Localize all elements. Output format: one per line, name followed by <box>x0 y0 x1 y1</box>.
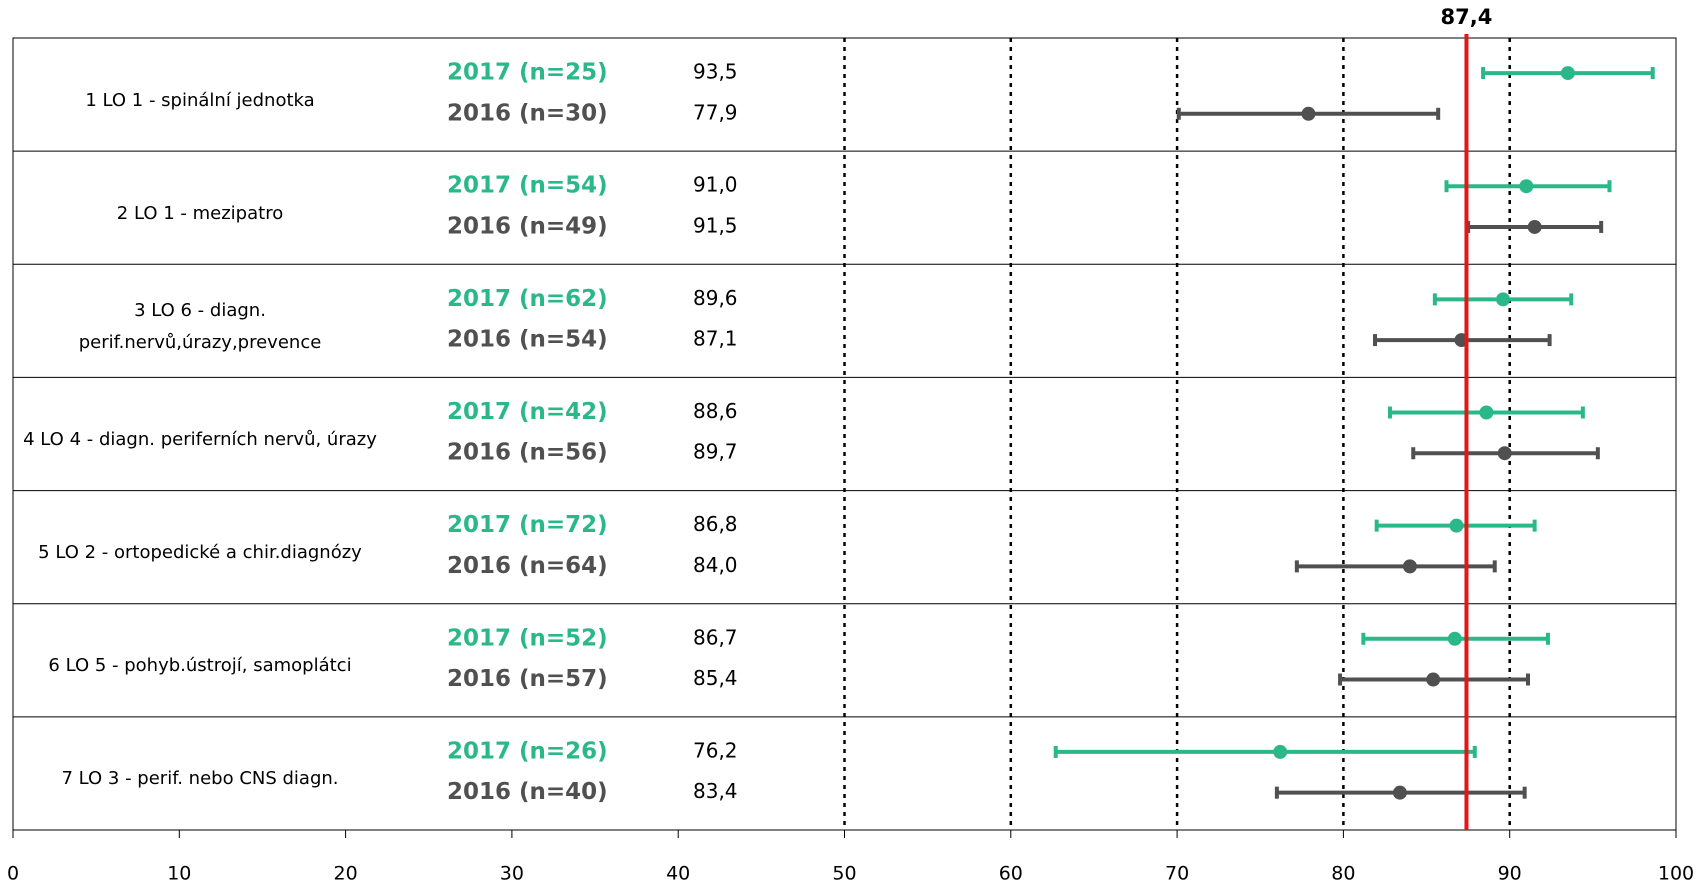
point <box>1497 446 1512 461</box>
category-label: 7 LO 3 - perif. nebo CNS diagn. <box>61 768 339 790</box>
x-tick-label: 80 <box>1331 863 1355 885</box>
value-label: 85,4 <box>693 666 738 690</box>
value-label: 89,7 <box>693 440 738 464</box>
point <box>1479 405 1494 420</box>
x-tick-label: 20 <box>334 863 358 885</box>
value-label: 91,0 <box>693 173 738 197</box>
point <box>1449 518 1464 533</box>
row-label: 2016 (n=49) <box>447 213 608 239</box>
x-tick-label: 70 <box>1165 863 1189 885</box>
row-label: 2016 (n=57) <box>447 666 608 692</box>
point <box>1527 219 1542 234</box>
row-label: 2017 (n=54) <box>447 173 608 199</box>
x-tick-label: 40 <box>666 863 690 885</box>
category-label: 4 LO 4 - diagn. periferních nervů, úrazy <box>23 429 377 450</box>
point <box>1426 672 1441 687</box>
x-tick-label: 100 <box>1658 863 1694 885</box>
value-label: 84,0 <box>693 553 738 577</box>
value-label: 77,9 <box>693 100 738 124</box>
reference-label: 87,4 <box>1441 5 1493 29</box>
row-label: 2017 (n=72) <box>447 512 608 538</box>
category-label: 1 LO 1 - spinální jednotka <box>85 89 315 111</box>
row-label: 2016 (n=54) <box>447 327 608 353</box>
value-label: 86,8 <box>693 512 738 536</box>
value-label: 89,6 <box>693 286 738 310</box>
x-tick-label: 0 <box>7 863 19 885</box>
row-label: 2016 (n=30) <box>447 100 608 126</box>
category-label: 6 LO 5 - pohyb.ústrojí, samoplátci <box>48 655 352 677</box>
row-label: 2017 (n=52) <box>447 625 608 651</box>
value-label: 76,2 <box>693 738 738 762</box>
value-label: 87,1 <box>693 327 738 351</box>
value-label: 91,5 <box>693 213 738 237</box>
point <box>1496 292 1511 307</box>
point <box>1301 106 1316 121</box>
row-label: 2017 (n=25) <box>447 60 608 86</box>
row-label: 2016 (n=64) <box>447 553 608 579</box>
x-tick-label: 10 <box>167 863 191 885</box>
point <box>1447 631 1462 646</box>
category-label: 5 LO 2 - ortopedické a chir.diagnózy <box>38 542 362 564</box>
value-label: 86,7 <box>693 625 738 649</box>
x-tick-label: 90 <box>1498 863 1522 885</box>
row-label: 2017 (n=42) <box>447 399 608 425</box>
category-label: 3 LO 6 - diagn. perif.nervů,úrazy,preven… <box>78 299 322 353</box>
point <box>1519 179 1534 194</box>
point <box>1273 744 1288 759</box>
x-tick-label: 50 <box>832 863 856 885</box>
value-label: 93,5 <box>693 60 738 84</box>
value-label: 83,4 <box>693 779 738 803</box>
x-tick-label: 30 <box>500 863 524 885</box>
row-label: 2017 (n=62) <box>447 286 608 312</box>
point <box>1402 559 1417 574</box>
value-label: 88,6 <box>693 399 738 423</box>
row-label: 2017 (n=26) <box>447 738 608 764</box>
row-label: 2016 (n=56) <box>447 440 608 466</box>
point <box>1560 66 1575 81</box>
point <box>1392 785 1407 800</box>
row-label: 2016 (n=40) <box>447 779 608 805</box>
category-label: 2 LO 1 - mezipatro <box>116 202 284 224</box>
x-tick-label: 60 <box>999 863 1023 885</box>
